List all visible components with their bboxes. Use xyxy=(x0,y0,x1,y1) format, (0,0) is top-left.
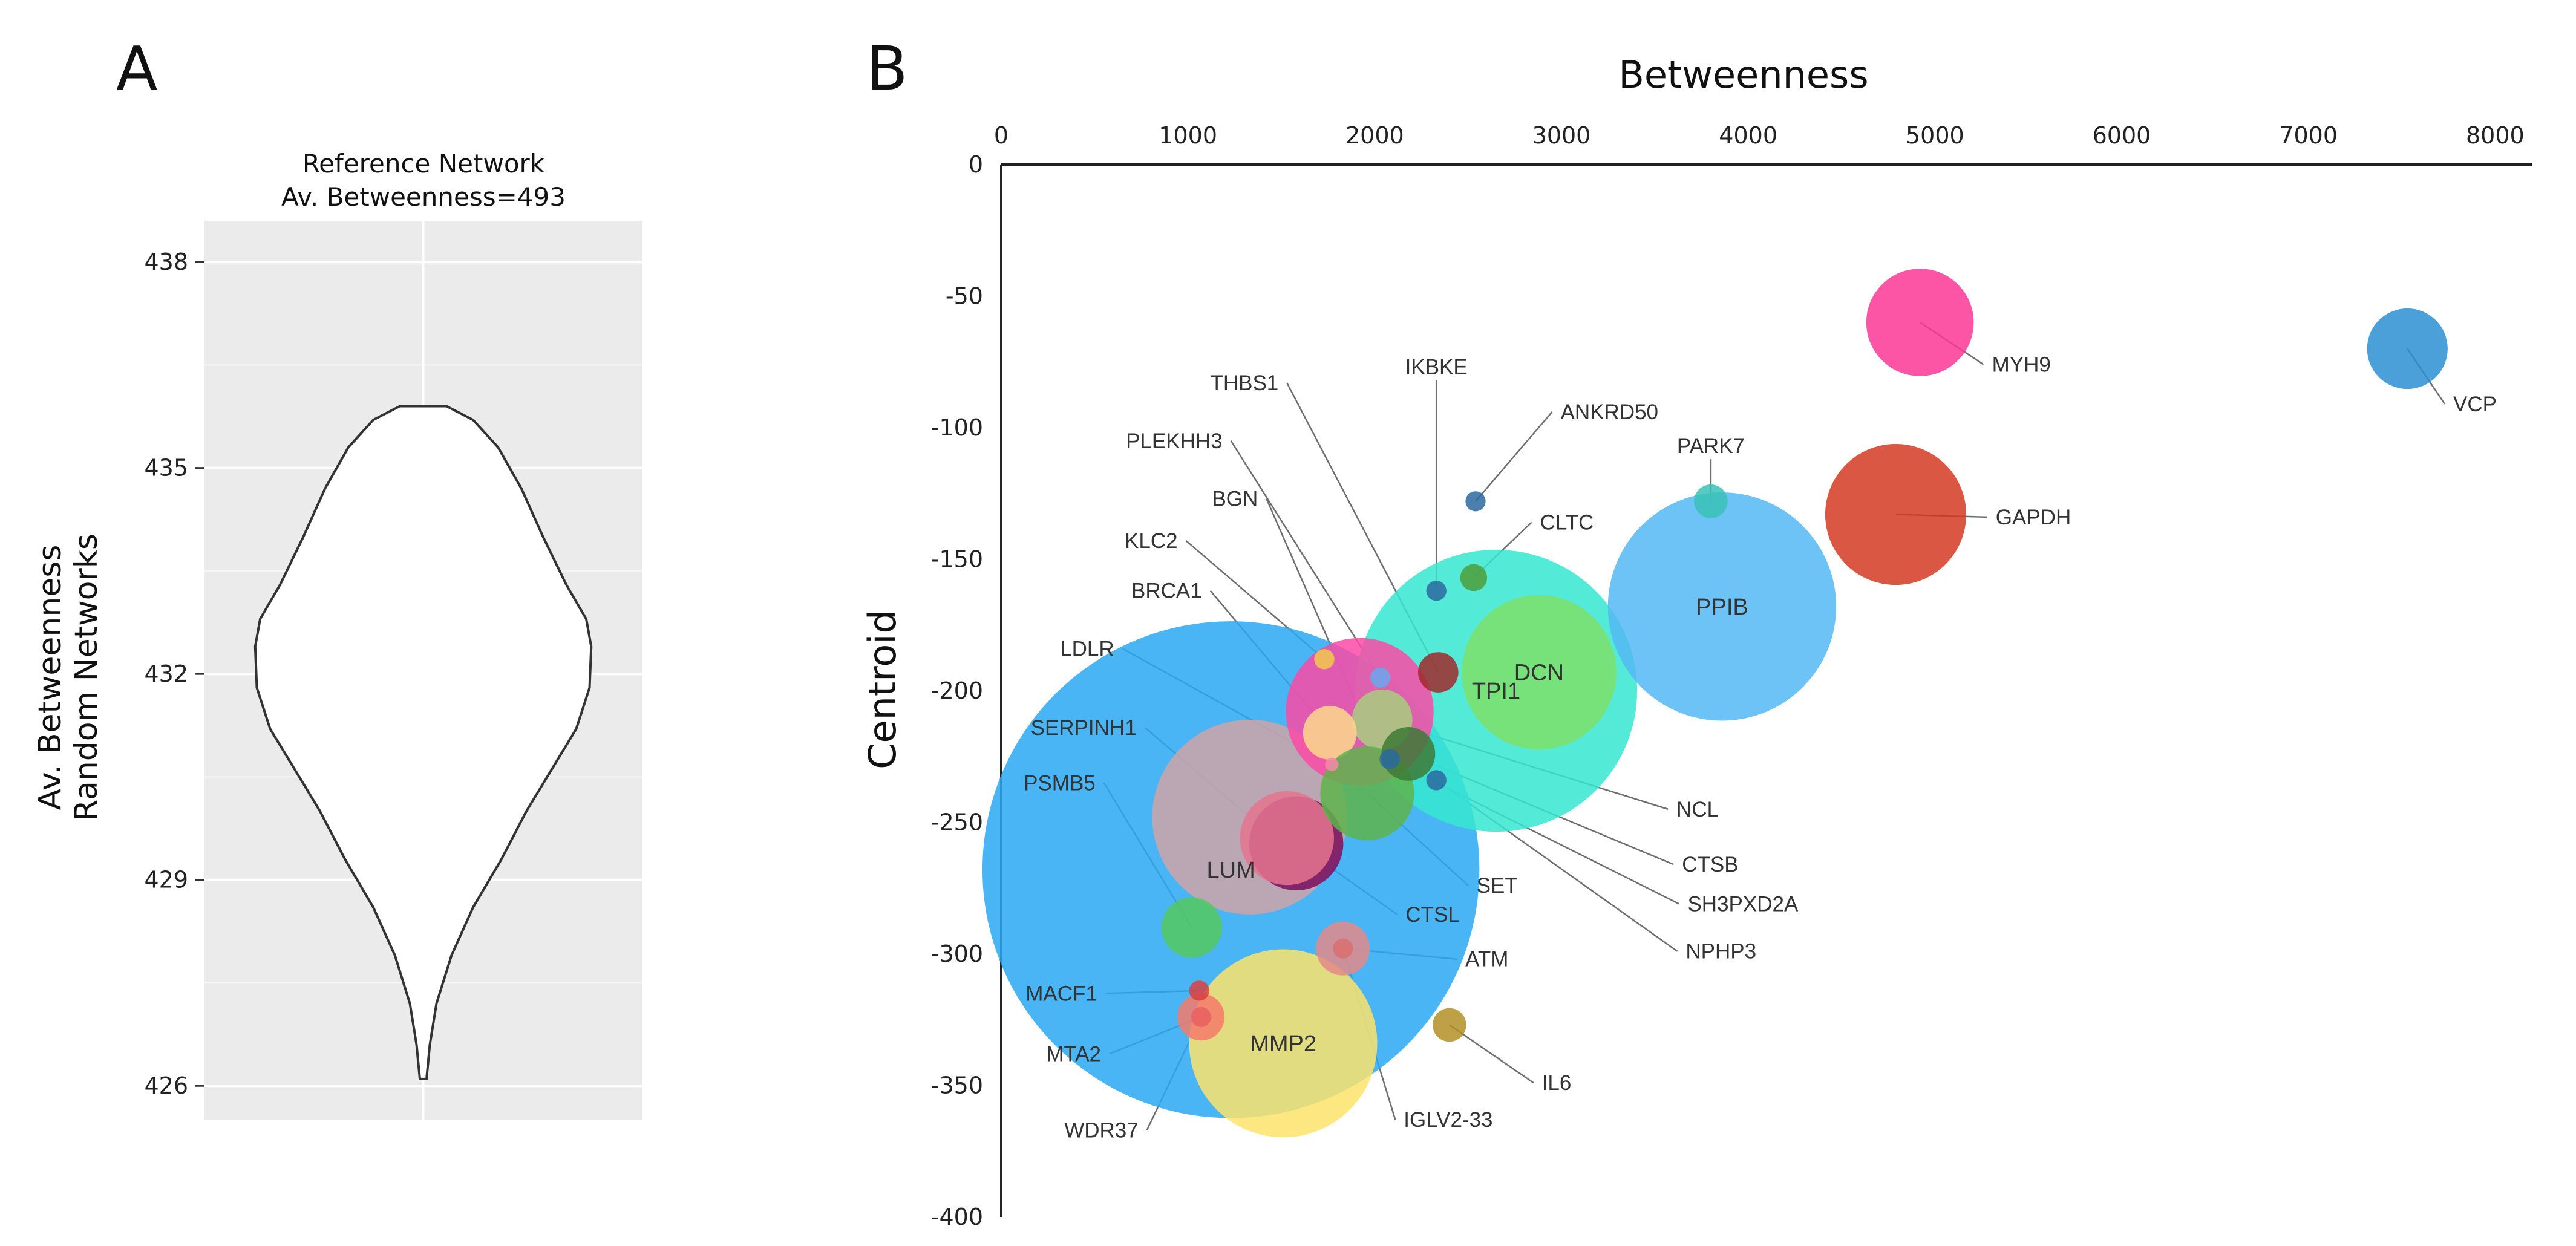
bubble-label-set: SET xyxy=(1477,874,1518,898)
bubble-label-ncl: NCL xyxy=(1676,798,1719,821)
bubble-il6 xyxy=(1433,1008,1466,1042)
bubble-ikbke xyxy=(1426,581,1447,601)
bubble-label-sh3pxd2a: SH3PXD2A xyxy=(1687,892,1799,916)
bubble-vcp xyxy=(2367,308,2448,390)
bubble-iglv2-33 xyxy=(1333,938,1353,959)
violin-title-line1: Reference Network xyxy=(302,149,545,178)
bubble-label-park7: PARK7 xyxy=(1677,434,1745,458)
bubble-label-cltc: CLTC xyxy=(1540,511,1594,535)
bubble-nphp3 xyxy=(1426,770,1447,791)
bubble-plekhh3 xyxy=(1370,667,1391,688)
violin-y-axis: 426 429 432 435 438 xyxy=(144,249,204,1099)
bubble-label-ctsb: CTSB xyxy=(1682,853,1738,876)
bubble-klc2 xyxy=(1314,649,1335,670)
scatter-ytick-label: -100 xyxy=(931,414,983,441)
bubble-psmb5 xyxy=(1161,897,1222,958)
bubble-label-plekhh3: PLEKHH3 xyxy=(1126,429,1223,453)
bubble-label-mmp2: MMP2 xyxy=(1250,1031,1316,1057)
violin-ytick-label: 426 xyxy=(144,1072,188,1099)
bubble-label-klc2: KLC2 xyxy=(1125,529,1178,553)
bubble-macf1 xyxy=(1189,980,1209,1001)
bubble-label-mta2: MTA2 xyxy=(1046,1042,1101,1066)
bubble-label-ldlr: LDLR xyxy=(1060,637,1114,661)
bubble-gapdh xyxy=(1825,444,1967,585)
scatter-ytick-label: -150 xyxy=(931,546,983,573)
bubble-ppib xyxy=(1607,492,1837,721)
bubble-label-ankrd50: ANKRD50 xyxy=(1561,400,1658,424)
scatter-xtick-label: 6000 xyxy=(2093,122,2151,149)
leader-ankrd50 xyxy=(1475,411,1553,502)
violin-ylabel-line2: Random Networks xyxy=(68,533,105,821)
panel-label-b: B xyxy=(866,33,908,104)
bubble-label-thbs1: THBS1 xyxy=(1210,371,1278,395)
scatter-ylabel: Centroid xyxy=(860,610,904,769)
panel-label-a: A xyxy=(116,33,157,104)
scatter-xtick-label: 7000 xyxy=(2279,122,2338,149)
bubble-label-iglv2-33: IGLV2-33 xyxy=(1404,1108,1492,1132)
bubble-label-vcp: VCP xyxy=(2453,393,2497,416)
scatter-ytick-label: -300 xyxy=(931,941,983,967)
scatter-xtick-label: 0 xyxy=(994,122,1008,149)
bubble-label-tpi1: TPI1 xyxy=(1472,679,1520,704)
scatter-xlabel: Betweenness xyxy=(1618,53,1868,97)
violin-shape xyxy=(253,405,593,1080)
bubble-thbs1 xyxy=(1417,652,1459,693)
violin-ytick-label: 435 xyxy=(144,455,188,481)
scatter-ytick-label: -200 xyxy=(931,677,983,704)
bubble-label-nphp3: NPHP3 xyxy=(1685,940,1756,964)
violin-ytick-label: 438 xyxy=(144,249,188,275)
scatter-xtick-label: 3000 xyxy=(1532,122,1591,149)
leader-il6 xyxy=(1449,1024,1534,1084)
bubble-label-bgn: BGN xyxy=(1212,487,1258,510)
bubble-cltc xyxy=(1460,564,1488,592)
bubble-wdr37 xyxy=(1191,1006,1211,1028)
bubble-label-wdr37: WDR37 xyxy=(1064,1118,1139,1142)
violin-ytick-label: 429 xyxy=(144,867,188,893)
bubble-mmp2 xyxy=(1189,949,1378,1138)
scatter-xtick-label: 4000 xyxy=(1719,122,1777,149)
scatter-axes: 01000200030004000500060007000800090000-5… xyxy=(931,122,2532,1230)
scatter-ytick-label: -400 xyxy=(931,1204,983,1230)
scatter-xtick-label: 2000 xyxy=(1345,122,1404,149)
scatter-ytick-label: -250 xyxy=(931,809,983,836)
bubble-label-myh9: MYH9 xyxy=(1992,353,2051,377)
scatter-bubbles xyxy=(982,269,2448,1138)
bubble-ankrd50 xyxy=(1465,491,1486,512)
bubble-brca1 xyxy=(1303,706,1357,760)
bubble-label-serpinh1: SERPINH1 xyxy=(1031,716,1137,740)
scatter-ytick-label: -350 xyxy=(931,1072,983,1099)
bubble-label-brca1: BRCA1 xyxy=(1131,579,1202,603)
bubble-myh9 xyxy=(1866,269,1974,376)
bubble-label-ppib: PPIB xyxy=(1696,595,1748,620)
scatter-xtick-label: 5000 xyxy=(1906,122,1964,149)
bubble-park7 xyxy=(1694,484,1728,518)
bubble-label-lum: LUM xyxy=(1207,858,1255,883)
bubble-label-il6: IL6 xyxy=(1542,1071,1572,1095)
bubble-label-atm: ATM xyxy=(1465,948,1508,971)
scatter-ytick-label: -50 xyxy=(946,283,983,310)
bubble-dcn xyxy=(1462,595,1617,750)
bubble-label-gapdh: GAPDH xyxy=(1996,506,2071,529)
bubble-ctsl-overlap xyxy=(1240,791,1334,886)
violin-title-line2: Av. Betweenness=493 xyxy=(281,182,566,212)
violin-ylabel-line1: Av. Betweenness xyxy=(32,545,68,811)
bubble-sh3pxd2a xyxy=(1379,749,1400,769)
bubble-ldlr xyxy=(1325,757,1339,771)
bubble-label-ctsl: CTSL xyxy=(1405,903,1459,927)
bubble-label-dcn: DCN xyxy=(1514,661,1564,686)
scatter-ytick-label: 0 xyxy=(969,151,983,178)
bubble-label-ikbke: IKBKE xyxy=(1405,356,1468,379)
bubble-label-psmb5: PSMB5 xyxy=(1024,771,1096,795)
violin-ytick-label: 432 xyxy=(144,661,188,687)
scatter-xtick-label: 8000 xyxy=(2466,122,2525,149)
bubble-label-macf1: MACF1 xyxy=(1025,982,1097,1005)
scatter-xtick-label: 1000 xyxy=(1159,122,1217,149)
